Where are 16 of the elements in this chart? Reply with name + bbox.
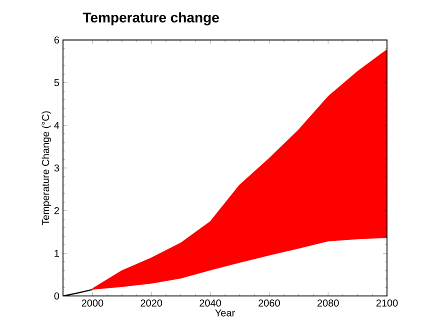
y-tick-label: 1 [54,250,59,257]
y-axis-title: Temperature Change (°C) [42,111,52,226]
chart-title: Temperature change [82,12,219,26]
y-tick-label: 4 [54,122,60,129]
y-tick-label: 0 [54,292,60,300]
x-tick-label: 2060 [258,300,280,307]
y-tick-label: 5 [54,79,60,86]
x-tick-label: 2020 [140,300,162,307]
x-tick-label: 2080 [317,300,339,307]
y-tick-label: 6 [54,36,60,44]
x-tick-label: 2100 [376,300,398,307]
y-tick-label: 3 [54,164,60,172]
x-axis-title: Year [215,309,235,316]
y-tick-label: 2 [54,207,59,214]
x-tick-label: 2000 [82,300,104,307]
x-tick-label: 2040 [200,300,222,307]
